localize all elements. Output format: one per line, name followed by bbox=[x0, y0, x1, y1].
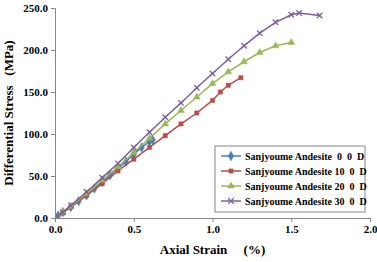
chart: 0.0 0.5 1.0 1.5 2.0 0.0 50.0 100.0 150.0 200.0 250… bbox=[0, 0, 377, 262]
marker bbox=[178, 100, 183, 105]
marker bbox=[241, 43, 246, 48]
plot-area: 0.0 0.5 1.0 1.5 2.0 0.0 50.0 100.0 150.0 200.0 250… bbox=[23, 2, 377, 235]
marker bbox=[241, 58, 248, 64]
marker bbox=[147, 145, 151, 149]
tick-mark bbox=[134, 218, 135, 222]
legend-marker bbox=[229, 169, 233, 173]
marker bbox=[239, 76, 243, 80]
series-line bbox=[55, 140, 153, 218]
tick: 1.0 bbox=[206, 218, 220, 235]
series bbox=[55, 135, 155, 218]
marker bbox=[317, 13, 322, 18]
tick-label: 100.0 bbox=[23, 128, 48, 140]
tick-mark bbox=[370, 218, 371, 222]
legend-entry: Sanjyoume Andesite 10 0 D bbox=[221, 166, 367, 177]
marker bbox=[256, 49, 263, 55]
tick: 250.0 bbox=[23, 2, 55, 14]
marker bbox=[288, 39, 295, 45]
tick-label: 0.0 bbox=[49, 223, 63, 235]
marker bbox=[210, 71, 215, 76]
tick-mark bbox=[51, 218, 55, 219]
marker bbox=[116, 169, 120, 173]
tick: 0.0 bbox=[34, 212, 55, 224]
marker bbox=[68, 203, 73, 208]
legend-label: Sanjyoume Andesite 10 0 D bbox=[245, 166, 367, 177]
marker bbox=[115, 161, 120, 166]
tick: 150.0 bbox=[23, 86, 55, 98]
axis-line bbox=[51, 9, 56, 219]
tick-label: 50.0 bbox=[29, 170, 49, 182]
marker bbox=[67, 202, 74, 208]
tick-mark bbox=[213, 218, 214, 222]
marker bbox=[226, 83, 230, 87]
marker bbox=[179, 122, 183, 126]
tick-mark bbox=[291, 218, 292, 222]
tick-label: 150.0 bbox=[23, 86, 48, 98]
tick-mark bbox=[51, 176, 55, 177]
marker bbox=[163, 114, 168, 119]
legend-entry: Sanjyoume Andesite 20 0 D bbox=[221, 181, 367, 192]
marker bbox=[225, 68, 232, 74]
tick: 100.0 bbox=[23, 128, 55, 140]
marker bbox=[218, 90, 222, 94]
tick-label: 1.0 bbox=[206, 223, 220, 235]
marker bbox=[162, 120, 169, 126]
marker bbox=[147, 130, 152, 135]
tick-mark bbox=[51, 92, 55, 93]
legend-marker bbox=[228, 151, 233, 160]
tick-mark bbox=[51, 8, 55, 9]
marker bbox=[257, 30, 262, 35]
marker bbox=[100, 175, 105, 180]
legend-label: Sanjyoume Andesite 30 0 D bbox=[245, 196, 367, 207]
tick-label: 250.0 bbox=[23, 2, 48, 14]
marker bbox=[194, 85, 199, 90]
marker bbox=[84, 189, 89, 194]
tick: 2.0 bbox=[364, 218, 377, 235]
legend-entry: Sanjyoume Andesite 0 0 D bbox=[221, 151, 364, 162]
tick: 1.5 bbox=[285, 218, 299, 235]
marker bbox=[178, 107, 185, 113]
tick-label: 1.5 bbox=[285, 223, 299, 235]
tick: 200.0 bbox=[23, 44, 55, 56]
marker bbox=[163, 134, 167, 138]
marker bbox=[55, 215, 58, 218]
marker bbox=[60, 209, 65, 214]
axis-line bbox=[56, 219, 371, 223]
tick-label: 0.0 bbox=[34, 212, 48, 224]
tick: 0.5 bbox=[127, 218, 141, 235]
tick: 0.0 bbox=[49, 218, 63, 235]
tick-label: 0.5 bbox=[127, 223, 141, 235]
legend-marker bbox=[228, 182, 235, 188]
marker bbox=[193, 93, 200, 99]
marker bbox=[272, 42, 279, 48]
marker bbox=[60, 207, 65, 216]
tick-label: 200.0 bbox=[23, 44, 48, 56]
legend-entry: Sanjyoume Andesite 30 0 D bbox=[221, 196, 367, 207]
marker bbox=[68, 202, 73, 211]
tick: 50.0 bbox=[29, 170, 55, 182]
marker bbox=[131, 145, 136, 150]
legend: Sanjyoume Andesite 0 0 D Sanjyoume Andesi… bbox=[215, 146, 367, 212]
marker bbox=[132, 157, 136, 161]
legend-label: Sanjyoume Andesite 0 0 D bbox=[245, 151, 364, 162]
y-axis: 0.0 50.0 100.0 150.0 200.0 250.0 bbox=[23, 2, 55, 224]
x-axis-title: Axial Strain (%) bbox=[160, 242, 265, 257]
x-axis: 0.0 0.5 1.0 1.5 2.0 bbox=[49, 218, 377, 235]
legend-label: Sanjyoume Andesite 20 0 D bbox=[245, 181, 367, 192]
marker bbox=[210, 98, 214, 102]
marker bbox=[226, 57, 231, 62]
marker bbox=[195, 111, 199, 115]
tick-mark bbox=[51, 134, 55, 135]
legend-marker bbox=[228, 198, 233, 203]
tick-label: 2.0 bbox=[364, 223, 377, 235]
y-axis-title: Differential Stress (MPa) bbox=[1, 40, 16, 185]
tick-mark bbox=[51, 50, 55, 51]
marker bbox=[296, 10, 301, 15]
marker bbox=[273, 20, 278, 25]
marker bbox=[289, 12, 294, 17]
marker bbox=[209, 80, 216, 86]
